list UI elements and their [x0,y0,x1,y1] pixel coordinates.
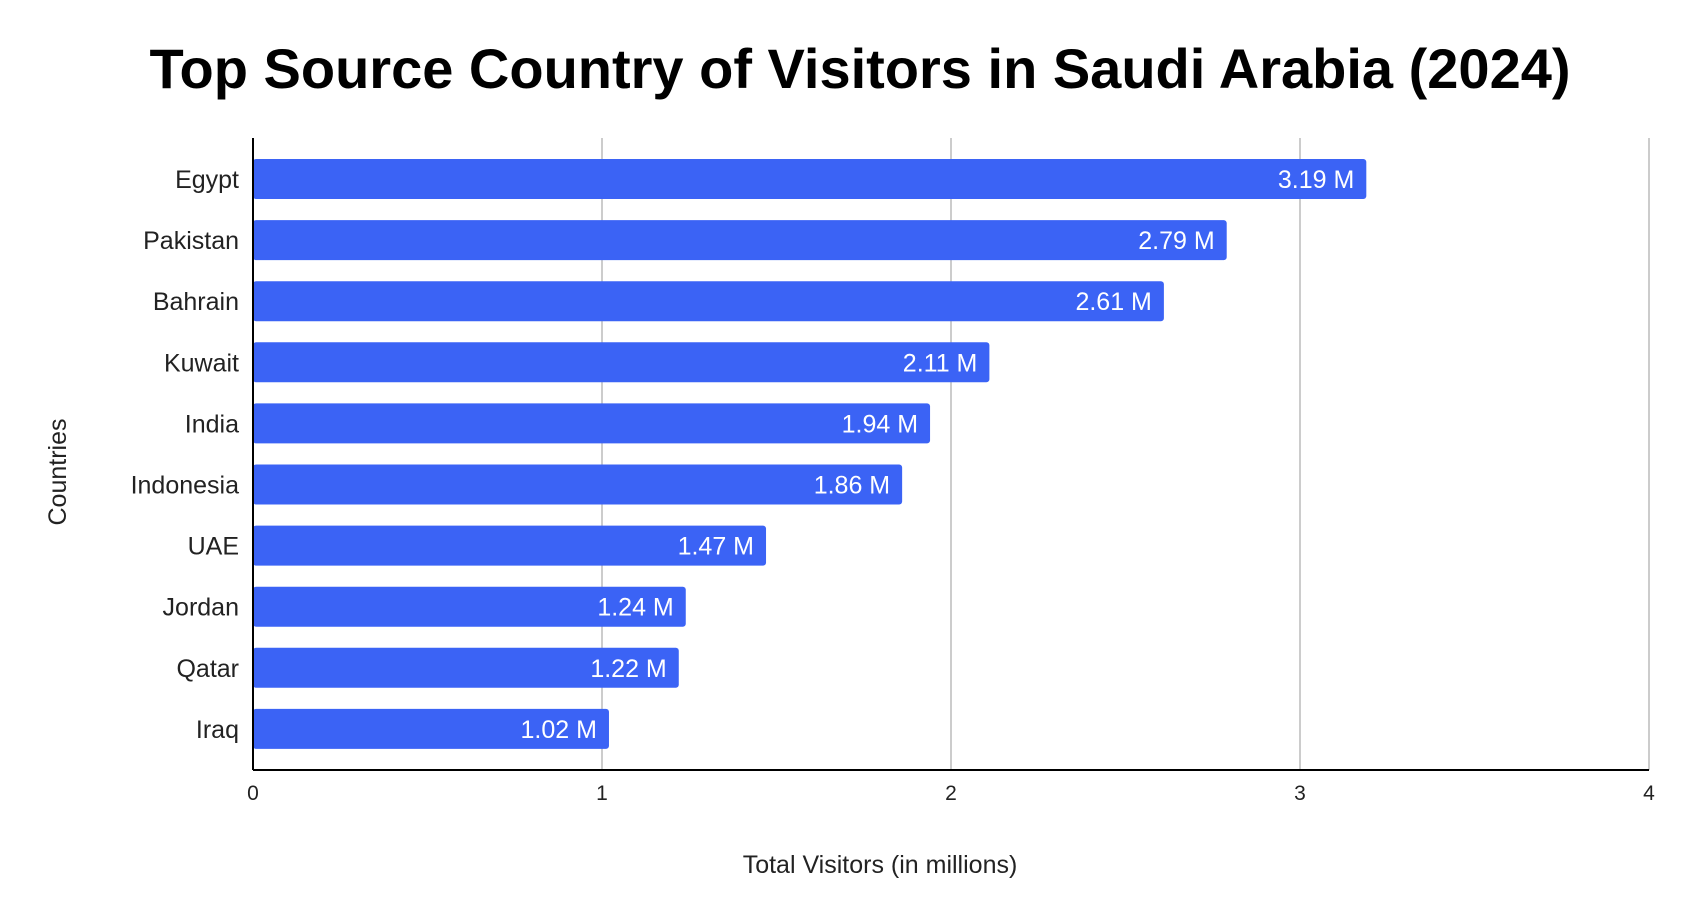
category-label-bahrain: Bahrain [153,288,239,316]
bar-iraq [253,708,609,749]
labels: 0 1 2 3 4 Egypt 3.19 M Pakistan 2.79 M Bahrain 2.6… [131,166,1656,805]
category-label-kuwait: Kuwait [164,349,239,377]
bar-qatar [253,647,679,688]
bar-egypt [253,159,1367,199]
data-label-iraq: 1.02 M [521,716,597,744]
x-tick-label-0: 0 [247,782,259,805]
bar-kuwait [253,342,990,383]
x-tick-label-3: 3 [1294,782,1306,805]
category-label-indonesia: Indonesia [131,472,240,500]
x-tick-label-4: 4 [1643,782,1655,805]
data-label-egypt: 3.19 M [1278,166,1354,194]
category-label-iraq: Iraq [196,716,239,744]
bars [253,159,1367,749]
data-label-uae: 1.47 M [678,533,754,561]
y-axis-title: Countries [44,419,72,526]
bar-indonesia [253,464,903,505]
bar-bahrain [253,281,1164,322]
chart-title: Top Source Country of Visitors in Saudi … [150,37,1571,100]
x-tick-label-2: 2 [945,782,957,805]
data-label-kuwait: 2.11 M [903,349,978,377]
bar-jordan [253,586,686,627]
category-label-jordan: Jordan [163,594,239,622]
category-label-qatar: Qatar [176,655,239,683]
x-tick-label-1: 1 [596,782,608,805]
data-label-india: 1.94 M [842,410,918,438]
axes [252,138,1649,771]
bar-uae [253,525,767,566]
x-axis-title: Total Visitors (in millions) [743,851,1018,879]
category-label-india: India [185,410,239,438]
category-label-egypt: Egypt [175,166,239,194]
data-label-indonesia: 1.86 M [814,472,890,500]
data-label-qatar: 1.22 M [590,655,666,683]
category-label-uae: UAE [188,533,239,561]
category-label-pakistan: Pakistan [143,227,239,255]
data-label-bahrain: 2.61 M [1075,288,1151,316]
bar-india [253,403,931,444]
bar-pakistan [253,220,1227,261]
data-label-jordan: 1.24 M [597,594,673,622]
data-label-pakistan: 2.79 M [1138,227,1214,255]
